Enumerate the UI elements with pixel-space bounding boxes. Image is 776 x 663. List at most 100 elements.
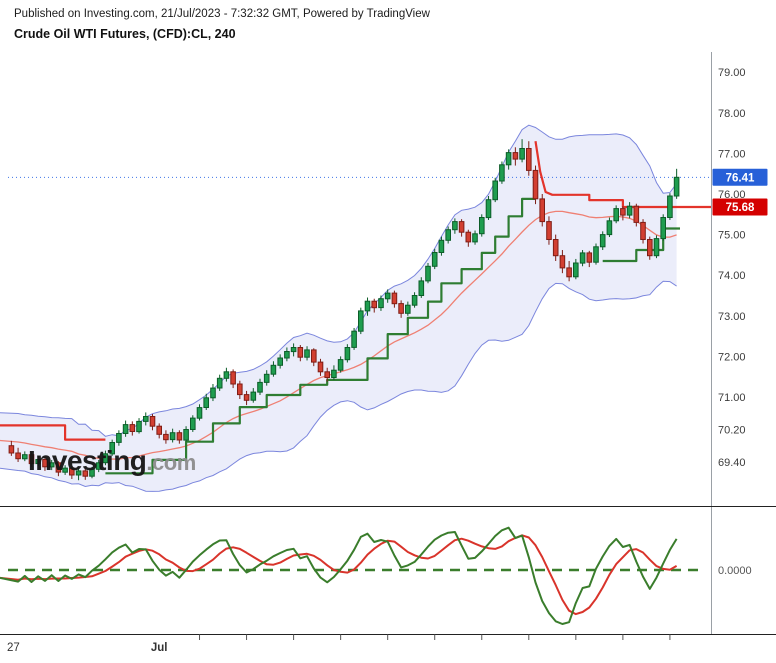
candle-body bbox=[156, 425, 162, 435]
candle-body bbox=[425, 265, 431, 282]
candle-body bbox=[458, 221, 465, 233]
candle-body bbox=[640, 221, 646, 240]
candle-body bbox=[445, 229, 451, 241]
stop-price-badge bbox=[712, 198, 768, 216]
time-axis-label: Jul bbox=[151, 642, 168, 654]
bollinger-band-area bbox=[0, 125, 677, 492]
candle-body bbox=[673, 176, 680, 197]
candle-body bbox=[216, 377, 223, 389]
candle-body bbox=[317, 361, 324, 373]
candle-body bbox=[492, 180, 498, 201]
candle-body bbox=[263, 373, 270, 383]
candle-body bbox=[626, 205, 633, 216]
candle-body bbox=[277, 357, 283, 366]
candle-body bbox=[667, 195, 673, 218]
last-price-badge bbox=[712, 168, 768, 186]
candle-body bbox=[297, 347, 304, 358]
candle-body bbox=[257, 381, 263, 393]
candle-body bbox=[102, 453, 109, 464]
price-axis-label: 72.00 bbox=[718, 351, 746, 363]
candle-body bbox=[176, 432, 183, 441]
supertrend-line bbox=[105, 197, 536, 475]
last-price-badge-text: 76.41 bbox=[726, 172, 755, 184]
candle-body bbox=[28, 454, 35, 465]
oscillator-green-line bbox=[0, 526, 678, 625]
candle-body bbox=[122, 424, 129, 435]
price-axis-label: 70.20 bbox=[718, 424, 746, 436]
watermark-com: .com bbox=[146, 450, 196, 475]
candle-body bbox=[599, 234, 606, 248]
candle-body bbox=[579, 252, 586, 264]
price-axis-label: 71.00 bbox=[718, 392, 746, 404]
candle-body bbox=[431, 252, 438, 267]
candle-body bbox=[559, 255, 566, 269]
price-axis-label: 76.00 bbox=[718, 189, 746, 201]
candle-body bbox=[539, 198, 546, 223]
candle-body bbox=[48, 462, 55, 468]
candle-body bbox=[653, 238, 660, 257]
candle-body bbox=[55, 462, 62, 473]
supertrend-line bbox=[534, 141, 711, 209]
watermark-investing: Investing bbox=[28, 445, 147, 476]
candle-body bbox=[196, 407, 203, 419]
candle-body bbox=[237, 383, 243, 396]
candle-body bbox=[35, 459, 42, 465]
candle-body bbox=[163, 433, 169, 441]
candle-body bbox=[593, 246, 599, 263]
oscillator-zero-label: 0.0000 bbox=[718, 565, 752, 577]
candle-body bbox=[552, 239, 559, 257]
candle-body bbox=[243, 394, 250, 401]
candle-body bbox=[169, 432, 176, 441]
candle-body bbox=[472, 233, 478, 243]
candle-body bbox=[505, 152, 512, 166]
candle-body bbox=[75, 470, 82, 476]
candle-body bbox=[613, 208, 620, 222]
candle-body bbox=[633, 205, 640, 223]
candle-body bbox=[606, 220, 613, 236]
instrument-title: Crude Oil WTI Futures, (CFD):CL, 240 bbox=[14, 27, 236, 41]
candle-body bbox=[452, 221, 458, 231]
published-line: Published on Investing.com, 21/Jul/2023 … bbox=[14, 8, 430, 20]
candle-body bbox=[337, 359, 344, 371]
stop-price-badge-text: 75.68 bbox=[726, 202, 755, 214]
candle-body bbox=[116, 433, 122, 443]
candle-body bbox=[351, 330, 357, 348]
candle-body bbox=[304, 349, 310, 358]
candle-body bbox=[270, 364, 277, 375]
candle-body bbox=[586, 252, 593, 263]
candle-body bbox=[290, 347, 297, 353]
price-axis-label: 73.00 bbox=[718, 311, 746, 323]
candle-body bbox=[371, 300, 377, 309]
candle-body bbox=[532, 169, 539, 200]
candle-body bbox=[210, 387, 216, 399]
candle-body bbox=[223, 371, 230, 379]
candle-body bbox=[384, 292, 391, 300]
price-axis-label: 78.00 bbox=[718, 108, 746, 120]
candle-body bbox=[485, 199, 492, 219]
candle-body bbox=[250, 391, 257, 401]
candle-body bbox=[22, 454, 28, 460]
candle-body bbox=[620, 208, 626, 216]
candle-body bbox=[344, 347, 351, 361]
candle-body bbox=[136, 420, 142, 433]
candle-body bbox=[573, 262, 579, 278]
candle-body bbox=[129, 424, 136, 433]
candle-body bbox=[15, 452, 21, 460]
time-axis-label: 27 bbox=[7, 642, 20, 654]
candle-body bbox=[418, 280, 425, 296]
candle-body bbox=[69, 467, 75, 476]
candle-body bbox=[82, 470, 89, 477]
candle-body bbox=[411, 295, 418, 306]
candle-body bbox=[526, 148, 532, 171]
supertrend-line bbox=[0, 424, 106, 441]
bollinger-middle-line bbox=[0, 210, 677, 461]
candle-body bbox=[311, 349, 317, 363]
candle-body bbox=[405, 304, 411, 314]
candle-body bbox=[391, 292, 398, 305]
candle-body bbox=[8, 445, 15, 454]
candle-body bbox=[546, 221, 552, 241]
candle-body bbox=[324, 371, 330, 378]
price-axis-label: 77.00 bbox=[718, 148, 746, 160]
